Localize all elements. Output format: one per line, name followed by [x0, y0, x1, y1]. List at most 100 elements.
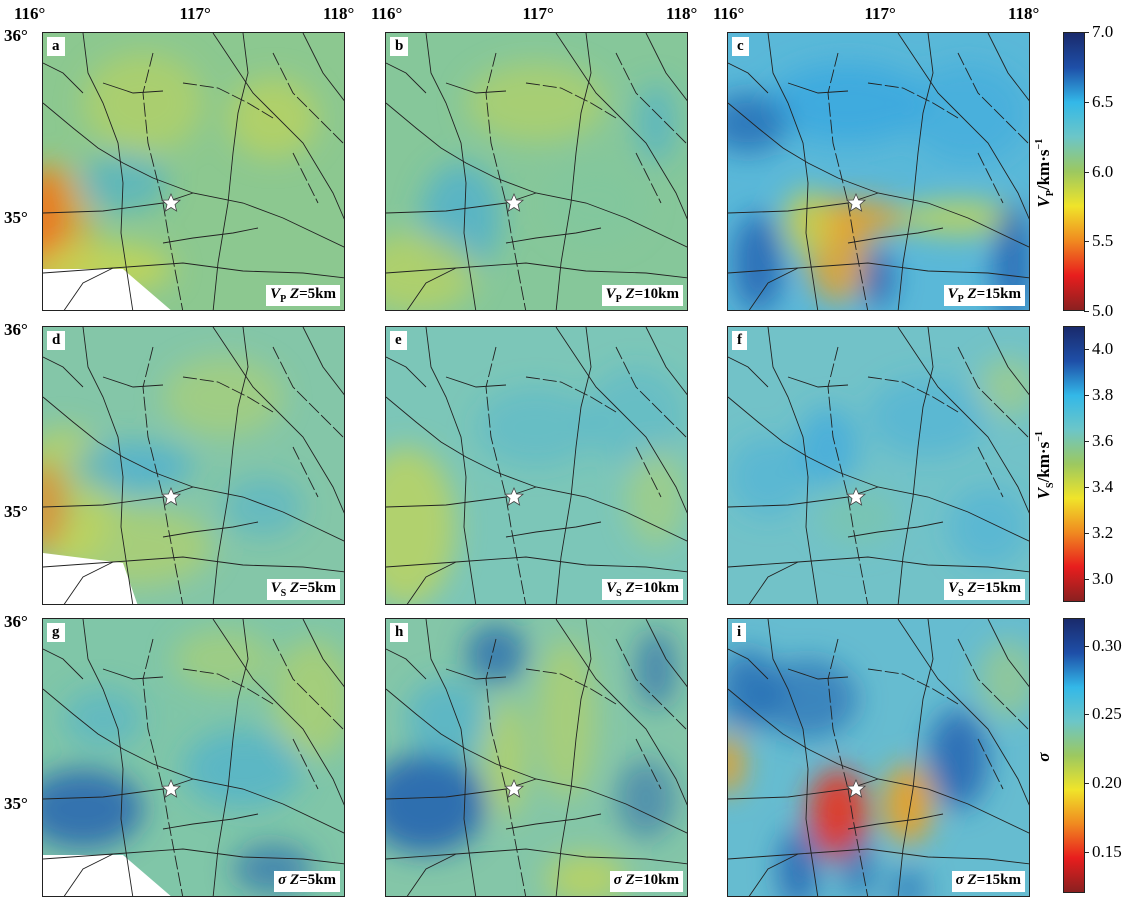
fault-line [182, 668, 274, 705]
fault-line [63, 561, 114, 604]
parameter-subscript: S [616, 588, 622, 599]
fault-line [615, 638, 687, 730]
colorbar-tick-label: 5.5 [1092, 231, 1114, 251]
velocity-heatmap [386, 327, 687, 604]
panel-label: g [47, 623, 65, 642]
depth-label: VS Z=10km [602, 579, 683, 600]
fault-line [505, 521, 602, 538]
epicenter-star-icon [845, 778, 867, 798]
fault-line [615, 52, 687, 144]
fault-line [43, 102, 154, 179]
colorbar-unit-exponent: −1 [1034, 138, 1046, 150]
fault-line [787, 668, 849, 680]
fault-line [212, 619, 249, 896]
y-tick-label: 36° [4, 612, 28, 631]
fault-line [162, 813, 259, 830]
fault-line [142, 638, 184, 896]
depth-symbol: Z [967, 872, 977, 888]
colorbar-tick-label: 3.8 [1092, 385, 1114, 404]
colorbar-title: VS/km·s−1 [1034, 405, 1056, 525]
fault-line [302, 327, 344, 396]
fault-line [837, 763, 1029, 834]
fault-line [495, 763, 687, 834]
depth-symbol: Z [967, 580, 977, 596]
fault-line [102, 376, 164, 388]
epicenter-star-icon [503, 486, 525, 506]
fault-line [897, 327, 934, 604]
colorbar-sigma [1063, 618, 1085, 893]
fault-line [505, 227, 602, 244]
panel-label: i [732, 623, 747, 642]
epicenter-star-icon [160, 486, 182, 506]
fault-line [406, 561, 457, 604]
colorbar-tick-label: 3.4 [1092, 477, 1114, 496]
fault-line [386, 688, 497, 765]
fault-line [63, 853, 114, 896]
fault-line [212, 327, 249, 604]
fault-line [957, 52, 1029, 144]
panel-label: h [390, 623, 409, 642]
map-panel-f: f VS Z=15km [727, 326, 1030, 605]
fault-line [425, 327, 477, 604]
panel-label: a [47, 37, 65, 56]
depth-label: σ Z=5km [274, 871, 340, 892]
parameter-subscript: S [958, 588, 964, 599]
fault-line [728, 556, 1029, 573]
epicenter-star-icon [845, 192, 867, 212]
fault-line [43, 486, 194, 508]
fault-line [728, 778, 879, 800]
x-tick-label: 116° [14, 4, 46, 23]
fault-line [386, 648, 427, 680]
fault-line [292, 152, 319, 204]
depth-label: VP Z=15km [943, 285, 1025, 306]
fault-line [787, 82, 849, 94]
colorbar-tick [1084, 441, 1089, 442]
fault-line [957, 638, 1029, 730]
fault-line [555, 619, 592, 896]
colorbar-subscript: P [1045, 189, 1057, 196]
depth-label: VP Z=5km [266, 285, 340, 306]
no-data-mask [43, 855, 171, 896]
colorbar-vp [1063, 32, 1085, 311]
panel-label: e [390, 331, 407, 350]
fault-line [495, 177, 687, 248]
colorbar-tick [1084, 783, 1089, 784]
fault-line [152, 763, 344, 834]
x-tick-label: 117° [864, 4, 896, 23]
depth-symbol: Z [289, 872, 300, 888]
fault-line [82, 33, 134, 310]
fault-line [615, 346, 687, 438]
fault-line [555, 327, 592, 604]
fault-line [386, 556, 687, 573]
x-tick-label: 118° [1008, 4, 1040, 23]
panel-label: f [732, 331, 747, 350]
fault-line [43, 778, 194, 800]
depth-symbol: Z [625, 286, 635, 302]
fault-line [728, 192, 879, 214]
fault-line [555, 33, 687, 220]
parameter-symbol: σ [278, 872, 287, 888]
fault-line [386, 848, 687, 865]
parameter-symbol: σ [613, 872, 622, 888]
colorbar-tick [1084, 349, 1089, 350]
colorbar-tick-label: 3.2 [1092, 523, 1114, 542]
parameter-symbol: V [270, 580, 281, 596]
fault-line [767, 619, 819, 896]
depth-value: =15km [976, 872, 1021, 888]
fault-line [987, 327, 1029, 396]
map-panel-i: i σ Z=15km [727, 618, 1030, 897]
fault-line [485, 638, 527, 896]
fault-line [142, 346, 184, 604]
fault-line [728, 102, 839, 179]
depth-value: =5km [299, 580, 336, 596]
colorbar-tick-label: 6.0 [1092, 161, 1114, 181]
fault-line [728, 848, 1029, 865]
fault-line [728, 486, 879, 508]
depth-symbol: Z [625, 872, 635, 888]
y-tick-label: 35° [4, 794, 28, 813]
fault-line [212, 33, 344, 220]
colorbar-tick [1084, 579, 1089, 580]
velocity-heatmap [728, 619, 1029, 896]
map-panel-h: h σ Z=10km [385, 618, 688, 897]
colorbar-tick-label: 6.5 [1092, 91, 1114, 111]
